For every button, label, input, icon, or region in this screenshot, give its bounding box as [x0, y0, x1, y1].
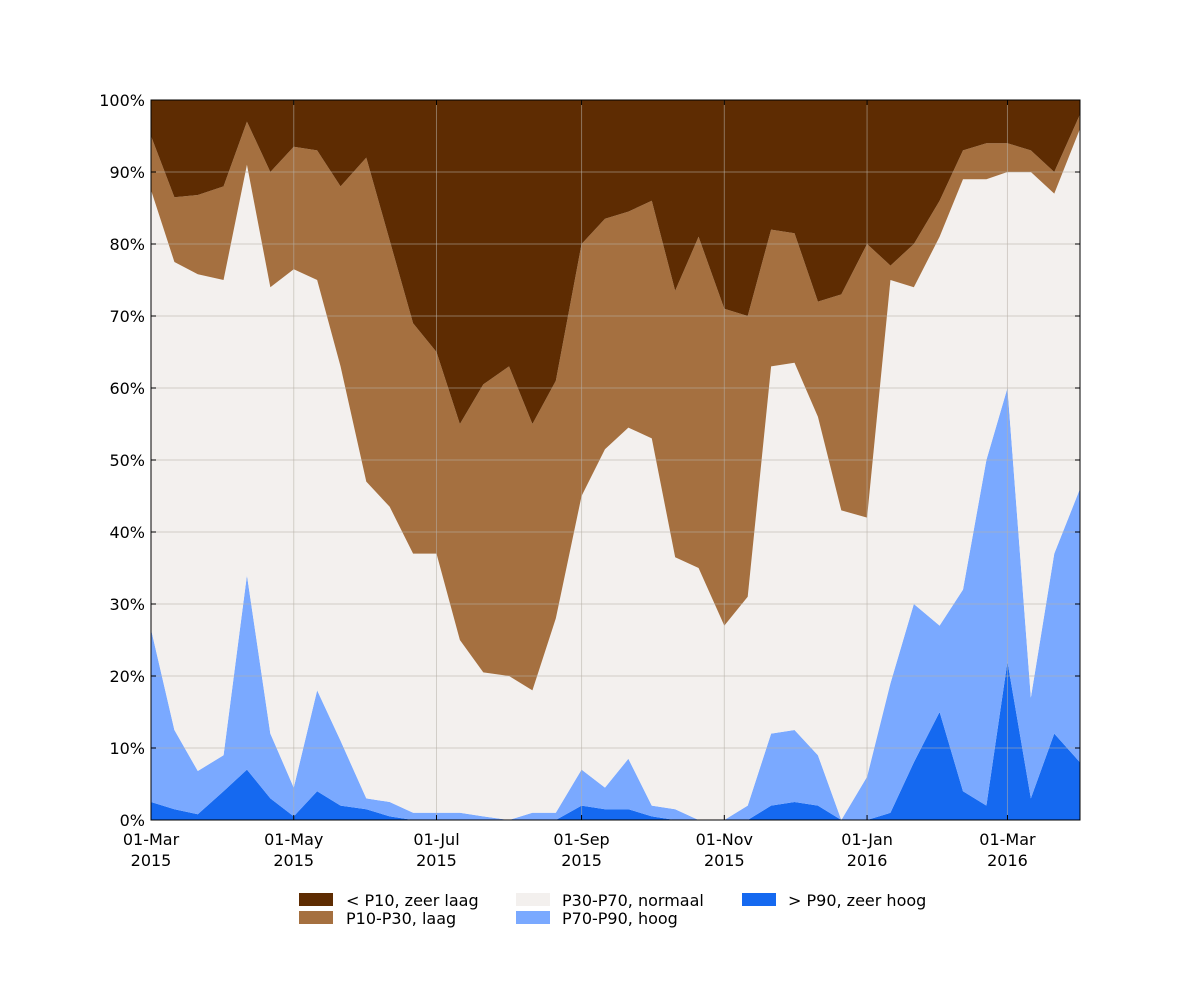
y-tick-label: 100%: [99, 91, 145, 110]
area-series-p90-zeer-hoog: [151, 661, 1080, 820]
y-axis: 0% 10% 20% 30% 40% 50% 60% 70% 80% 90% 100%: [99, 91, 1080, 830]
area-series-p30-p70-normaal: [151, 128, 1080, 821]
legend-label-zeer-laag: < P10, zeer laag: [346, 891, 479, 910]
x-axis: 01-Mar 2015 01-May 2015 01-Jul 2015 01-Sep 2015…: [123, 100, 1036, 870]
area-series-p70-p90-hoog: [151, 388, 1080, 820]
y-tick-label: 50%: [109, 451, 145, 470]
legend-label-normaal: P30-P70, normaal: [562, 891, 704, 910]
y-tick-label: 60%: [109, 379, 145, 398]
legend-swatch-normaal: [516, 893, 550, 906]
y-tick-label: 90%: [109, 163, 145, 182]
x-tick-label-date: 01-Jan: [841, 830, 893, 849]
legend: < P10, zeer laag P10-P30, laag P30-P70, …: [299, 891, 926, 928]
y-tick-label: 20%: [109, 667, 145, 686]
x-tick-label-date: 01-Sep: [553, 830, 609, 849]
x-tick-label-date: 01-May: [264, 830, 323, 849]
x-tick-label-date: 01-Nov: [696, 830, 753, 849]
x-tick-label-date: 01-Jul: [413, 830, 459, 849]
x-tick-label-date: 01-Mar: [123, 830, 180, 849]
y-tick-label: 30%: [109, 595, 145, 614]
area-series-p10-zeer-laag: [151, 100, 1080, 424]
legend-swatch-laag: [299, 911, 333, 924]
y-tick-label: 40%: [109, 523, 145, 542]
legend-label-hoog: P70-P90, hoog: [562, 909, 678, 928]
y-tick-label: 10%: [109, 739, 145, 758]
area-series-group: [151, 100, 1080, 821]
legend-swatch-hoog: [516, 911, 550, 924]
x-tick-label-year: 2015: [561, 851, 602, 870]
x-tick-label-year: 2015: [704, 851, 745, 870]
area-series-p10-p30-laag: [151, 114, 1080, 691]
legend-label-laag: P10-P30, laag: [346, 909, 456, 928]
legend-label-zeer-hoog: > P90, zeer hoog: [788, 891, 926, 910]
gridlines: [151, 100, 1080, 820]
legend-swatch-zeer-laag: [299, 893, 333, 906]
x-tick-label-year: 2016: [987, 851, 1028, 870]
legend-swatch-zeer-hoog: [742, 893, 776, 906]
x-tick-label-date: 01-Mar: [979, 830, 1036, 849]
x-tick-label-year: 2015: [131, 851, 172, 870]
x-tick-label-year: 2016: [847, 851, 888, 870]
x-tick-label-year: 2015: [416, 851, 457, 870]
y-tick-label: 0%: [120, 811, 145, 830]
x-tick-label-year: 2015: [273, 851, 314, 870]
y-tick-label: 80%: [109, 235, 145, 254]
y-tick-label: 70%: [109, 307, 145, 326]
